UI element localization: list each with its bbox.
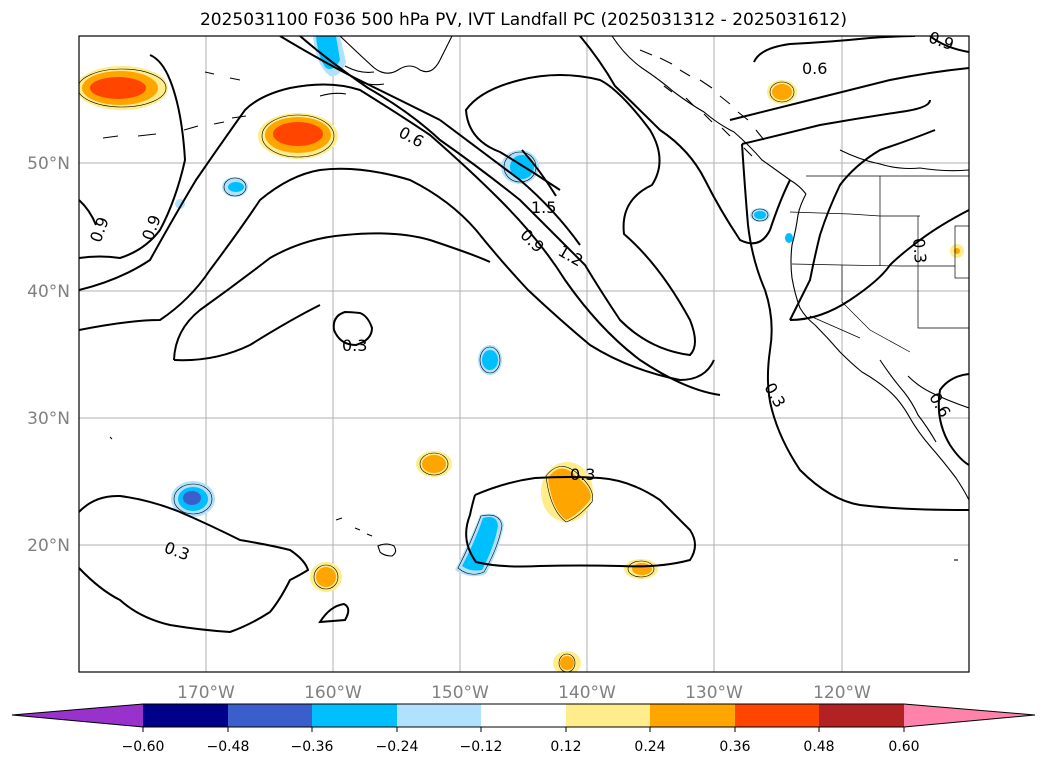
anomaly-outlines [79,68,795,672]
map-frame [78,35,970,673]
contour-label: 0.9 [926,28,956,55]
gridlines [79,36,969,672]
contour-label: 1.2 [555,241,587,270]
contour-label: 0.3 [570,465,595,484]
lat-label: 50°N [27,154,70,174]
colorbar-cell [397,704,482,727]
colorbar-cell [819,704,904,727]
pv-contours [79,36,969,634]
colorbar-cell [228,704,313,727]
coastlines [102,36,969,561]
contour-label: 0.9 [516,225,547,256]
lon-label: 150°W [431,683,489,703]
figure-title: 2025031100 F036 500 hPa PV, IVT Landfall… [199,10,847,30]
contour-label: 0.3 [760,379,789,411]
contour-label: 0.6 [396,123,427,152]
colorbar-tick-label: −0.60 [122,739,165,755]
colorbar-tick-label: 0.36 [719,739,750,755]
lon-label: 160°W [304,683,362,703]
colorbar-cell [904,704,1035,727]
colorbar-cell [12,704,143,727]
colorbar-cell [481,704,566,727]
lon-axis: 170°W 160°W 150°W 140°W 130°W 120°W [177,683,871,703]
borders [789,175,969,353]
contour-label: 0.6 [802,59,827,78]
contour-label: 0.9 [138,212,165,242]
colorbar-tick-label: −0.36 [291,739,334,755]
colorbar-cell [143,704,228,727]
lat-label: 40°N [27,282,70,302]
colorbar: −0.60 −0.48 −0.36 −0.24 −0.12 0.12 0.24 … [11,703,1036,755]
colorbar-tick-label: −0.12 [460,739,503,755]
colorbar-tick-label: 0.60 [888,739,919,755]
colorbar-tick-label: −0.24 [376,739,419,755]
contour-label: 0.3 [909,237,930,264]
colorbar-cell [312,704,397,727]
colorbar-tick-label: −0.48 [207,739,250,755]
contour-label: 0.3 [162,538,192,565]
shaded-anomalies [79,36,964,672]
contour-label: 0.3 [342,336,367,355]
colorbar-tick-label: 0.12 [550,739,581,755]
lon-label: 130°W [685,683,743,703]
contour-labels: 0.9 0.9 0.6 1.5 0.9 1.2 0.3 0.3 0.3 0.3 … [86,28,956,565]
contour-label: 1.5 [531,198,556,217]
contour-label: 0.6 [925,389,954,421]
lon-label: 140°W [558,683,616,703]
lon-label: 170°W [177,683,235,703]
lon-label: 120°W [813,683,871,703]
lat-label: 30°N [27,409,70,429]
colorbar-tick-label: 0.48 [803,739,834,755]
colorbar-tick-label: 0.24 [634,739,665,755]
contour-label: 0.9 [86,214,113,244]
colorbar-cell [650,704,735,727]
colorbar-cell [735,704,820,727]
lat-label: 20°N [27,536,70,556]
colorbar-cell [566,704,651,727]
lat-axis: 50°N 40°N 30°N 20°N [27,154,70,556]
